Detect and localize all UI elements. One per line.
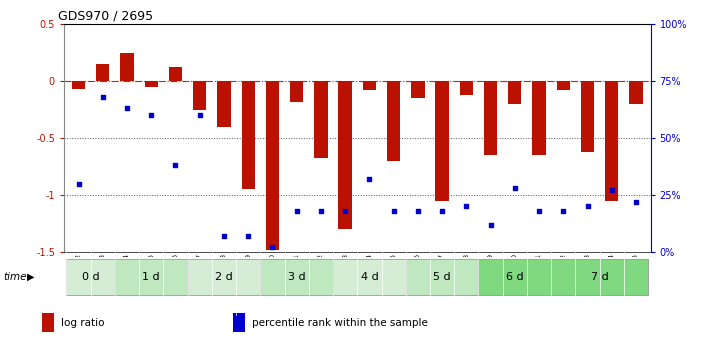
Bar: [115, 259, 188, 295]
Bar: [460, 81, 473, 95]
Point: [631, 199, 642, 205]
Point: [218, 233, 230, 239]
Bar: [72, 81, 85, 89]
Bar: [333, 259, 406, 295]
Text: 0 d: 0 d: [82, 272, 100, 282]
Bar: [508, 81, 521, 104]
Point: [242, 233, 254, 239]
Text: percentile rank within the sample: percentile rank within the sample: [252, 318, 427, 327]
Text: 5 d: 5 d: [433, 272, 451, 282]
Bar: [290, 81, 304, 101]
Text: 4 d: 4 d: [360, 272, 378, 282]
Text: log ratio: log ratio: [60, 318, 104, 327]
Bar: [41, 313, 54, 332]
Bar: [406, 259, 479, 295]
Point: [557, 208, 569, 214]
Bar: [218, 81, 230, 127]
Point: [388, 208, 400, 214]
Text: 3 d: 3 d: [288, 272, 306, 282]
Bar: [387, 81, 400, 161]
Point: [437, 208, 448, 214]
Text: ▶: ▶: [27, 272, 35, 282]
Bar: [96, 64, 109, 81]
Bar: [188, 259, 260, 295]
Point: [339, 208, 351, 214]
Point: [267, 245, 278, 250]
Bar: [266, 81, 279, 249]
Bar: [260, 259, 333, 295]
Text: 2 d: 2 d: [215, 272, 232, 282]
Point: [461, 204, 472, 209]
Point: [582, 204, 593, 209]
Bar: [411, 81, 424, 98]
Bar: [120, 52, 134, 81]
Bar: [581, 81, 594, 152]
Bar: [435, 81, 449, 201]
Point: [606, 188, 617, 193]
Text: 6 d: 6 d: [506, 272, 523, 282]
Bar: [314, 81, 328, 158]
Text: 7 d: 7 d: [591, 272, 609, 282]
Bar: [144, 81, 158, 87]
Point: [509, 185, 520, 191]
Bar: [557, 81, 570, 90]
Bar: [66, 259, 115, 295]
Point: [315, 208, 326, 214]
Point: [412, 208, 424, 214]
Bar: [484, 81, 497, 155]
Bar: [193, 81, 206, 110]
Bar: [551, 259, 648, 295]
Point: [170, 162, 181, 168]
Bar: [338, 81, 352, 229]
Point: [364, 176, 375, 182]
Bar: [629, 81, 643, 104]
Bar: [363, 81, 376, 90]
Bar: [242, 81, 255, 189]
Text: time: time: [4, 272, 27, 282]
Bar: [605, 81, 619, 201]
Point: [122, 106, 133, 111]
Point: [533, 208, 545, 214]
Bar: [479, 259, 551, 295]
Point: [97, 94, 109, 100]
Bar: [169, 67, 182, 81]
Text: 1 d: 1 d: [142, 272, 160, 282]
Bar: [232, 313, 245, 332]
Bar: [533, 81, 546, 155]
Point: [194, 112, 205, 118]
Point: [146, 112, 157, 118]
Point: [73, 181, 84, 186]
Text: GDS970 / 2695: GDS970 / 2695: [58, 10, 154, 23]
Point: [291, 208, 302, 214]
Point: [485, 222, 496, 227]
